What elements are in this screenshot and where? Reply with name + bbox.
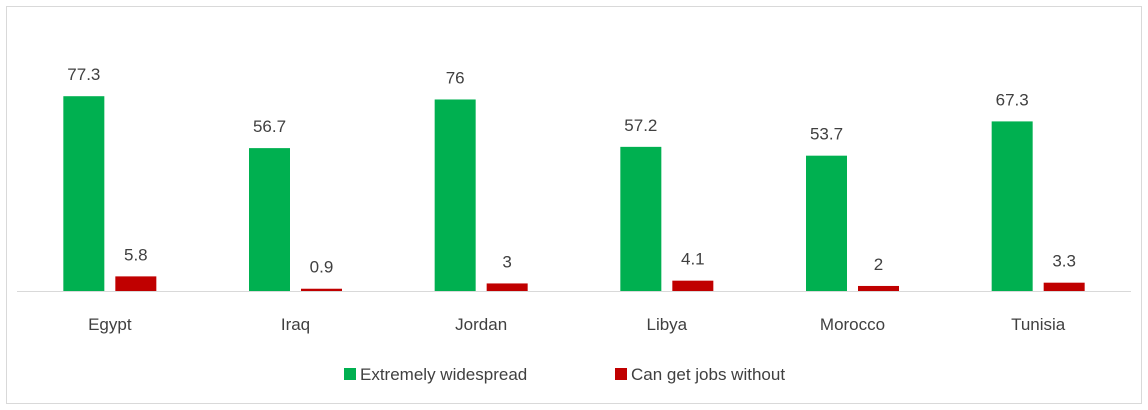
bar-egypt-series-1 [115, 276, 157, 291]
bar-tunisia-series-0 [991, 121, 1033, 292]
bar-libya-series-0 [620, 146, 662, 291]
value-label-jordan-series-1: 3 [502, 252, 511, 271]
legend-swatch-0 [344, 368, 356, 380]
bar-morocco-series-1 [858, 285, 899, 291]
value-label-morocco-series-0: 53.7 [810, 125, 843, 144]
value-label-tunisia-series-0: 67.3 [996, 90, 1029, 109]
value-label-libya-series-1: 4.1 [681, 250, 705, 269]
value-label-iraq-series-1: 0.9 [310, 258, 334, 277]
category-label-egypt: Egypt [88, 315, 132, 334]
value-label-egypt-series-1: 5.8 [124, 245, 148, 264]
chart-frame [6, 6, 1142, 404]
legend: Extremely widespread Can get jobs without [344, 365, 785, 384]
category-labels-group: Egypt Iraq Jordan Libya Morocco Tunisia [88, 315, 1066, 334]
category-label-morocco: Morocco [820, 315, 885, 334]
bars-group [63, 96, 1085, 292]
legend-swatch-1 [615, 368, 627, 380]
value-label-morocco-series-1: 2 [874, 255, 883, 274]
category-label-iraq: Iraq [281, 315, 310, 334]
category-label-tunisia: Tunisia [1011, 315, 1066, 334]
value-labels-group: 77.3 5.8 56.7 0.9 76 3 57.2 4.1 53.7 2 67.3 3.3 [67, 65, 1076, 277]
bar-jordan-series-1 [486, 283, 528, 291]
bar-iraq-series-0 [249, 148, 290, 291]
bar-libya-series-1 [672, 280, 714, 291]
legend-label-0: Extremely widespread [360, 365, 527, 384]
value-label-tunisia-series-1: 3.3 [1052, 252, 1076, 271]
value-label-libya-series-0: 57.2 [624, 116, 657, 135]
bar-tunisia-series-1 [1043, 282, 1085, 291]
value-label-iraq-series-0: 56.7 [253, 117, 286, 136]
bar-egypt-series-0 [63, 96, 105, 291]
bar-iraq-series-1 [301, 288, 342, 291]
category-label-jordan: Jordan [455, 315, 507, 334]
bar-jordan-series-0 [434, 99, 476, 291]
legend-label-1: Can get jobs without [631, 365, 785, 384]
value-label-egypt-series-0: 77.3 [67, 65, 100, 84]
category-label-libya: Libya [647, 315, 688, 334]
value-label-jordan-series-0: 76 [446, 68, 465, 87]
bar-morocco-series-0 [806, 155, 847, 291]
